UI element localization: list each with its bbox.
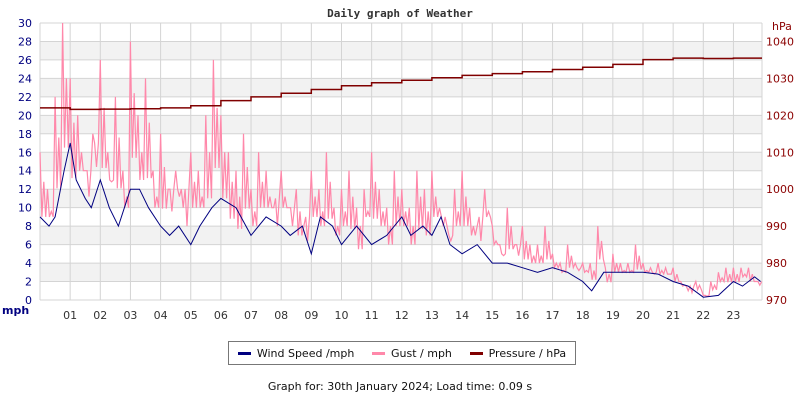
x-tick-label: 11 xyxy=(365,309,379,322)
right-tick-label: 1040 xyxy=(766,35,794,48)
legend-pressure-label: Pressure / hPa xyxy=(488,346,567,360)
left-tick-label: 22 xyxy=(18,91,32,104)
gust-line xyxy=(39,22,763,297)
left-tick-label: 0 xyxy=(25,294,32,307)
left-tick-label: 20 xyxy=(18,109,32,122)
left-tick-label: 18 xyxy=(18,128,32,141)
x-tick-label: 16 xyxy=(515,309,529,322)
wind-speed-line xyxy=(39,142,761,298)
left-tick-label: 8 xyxy=(25,220,32,233)
x-tick-label: 15 xyxy=(485,309,499,322)
left-tick-label: 30 xyxy=(18,17,32,30)
left-tick-label: 28 xyxy=(18,35,32,48)
x-tick-label: 18 xyxy=(576,309,590,322)
band xyxy=(40,41,762,60)
x-tick-label: 10 xyxy=(335,309,349,322)
footer-text: Graph for: 30th January 2024; Load time:… xyxy=(267,380,533,393)
right-axis-ticks: 970 980 990 1000 1010 1020 1030 1040 xyxy=(766,35,794,307)
right-tick-label: 1000 xyxy=(766,183,794,196)
band xyxy=(40,115,762,134)
left-tick-label: 26 xyxy=(18,54,32,67)
x-tick-label: 13 xyxy=(425,309,439,322)
x-tick-label: 22 xyxy=(696,309,710,322)
right-tick-label: 990 xyxy=(766,220,787,233)
x-tick-label: 17 xyxy=(546,309,560,322)
legend-wind: Wind Speed /mph xyxy=(237,346,355,360)
left-tick-label: 6 xyxy=(25,239,32,252)
band xyxy=(40,226,762,245)
legend-gust-label: Gust / mph xyxy=(391,346,452,360)
x-tick-label: 04 xyxy=(154,309,168,322)
left-axis-label: mph xyxy=(2,304,29,317)
x-tick-label: 02 xyxy=(93,309,107,322)
x-tick-label: 06 xyxy=(214,309,228,322)
right-tick-label: 1030 xyxy=(766,72,794,85)
right-axis-label: hPa xyxy=(772,20,792,33)
legend-pressure: Pressure / hPa xyxy=(469,346,567,360)
x-tick-label: 19 xyxy=(606,309,620,322)
left-tick-label: 10 xyxy=(18,202,32,215)
left-tick-label: 4 xyxy=(25,257,32,270)
x-tick-label: 03 xyxy=(123,309,137,322)
left-tick-label: 12 xyxy=(18,183,32,196)
x-tick-label: 08 xyxy=(274,309,288,322)
x-tick-label: 05 xyxy=(184,309,198,322)
gridlines xyxy=(39,22,763,301)
x-tick-label: 14 xyxy=(455,309,469,322)
left-tick-label: 24 xyxy=(18,72,32,85)
x-tick-label: 07 xyxy=(244,309,258,322)
left-tick-label: 2 xyxy=(25,276,32,289)
left-tick-label: 14 xyxy=(18,165,32,178)
left-tick-label: 16 xyxy=(18,146,32,159)
right-tick-label: 1010 xyxy=(766,146,794,159)
right-tick-label: 980 xyxy=(766,257,787,270)
x-axis-ticks: 01 02 03 04 05 06 07 08 09 10 11 12 13 14 15 16 17 18 19 20… xyxy=(63,309,740,322)
legend: Wind Speed /mph Gust / mph Pressure / hP… xyxy=(228,341,576,365)
pressure-swatch xyxy=(469,351,483,355)
gust-swatch xyxy=(372,351,385,355)
chart-title: Daily graph of Weather xyxy=(327,7,473,20)
x-tick-label: 01 xyxy=(63,309,77,322)
x-tick-label: 12 xyxy=(395,309,409,322)
right-tick-label: 1020 xyxy=(766,109,794,122)
pressure-line xyxy=(40,57,762,111)
x-tick-label: 21 xyxy=(666,309,680,322)
wind-swatch xyxy=(237,351,251,355)
band xyxy=(40,263,762,282)
right-tick-label: 970 xyxy=(766,294,787,307)
x-tick-label: 09 xyxy=(304,309,318,322)
legend-gust: Gust / mph xyxy=(372,347,452,360)
series-lines xyxy=(39,22,763,298)
x-tick-label: 23 xyxy=(726,309,740,322)
weather-chart: Daily graph of Weather 02468101214161820… xyxy=(2,7,794,322)
band xyxy=(40,78,762,97)
x-tick-label: 20 xyxy=(636,309,650,322)
legend-wind-label: Wind Speed /mph xyxy=(256,346,355,360)
